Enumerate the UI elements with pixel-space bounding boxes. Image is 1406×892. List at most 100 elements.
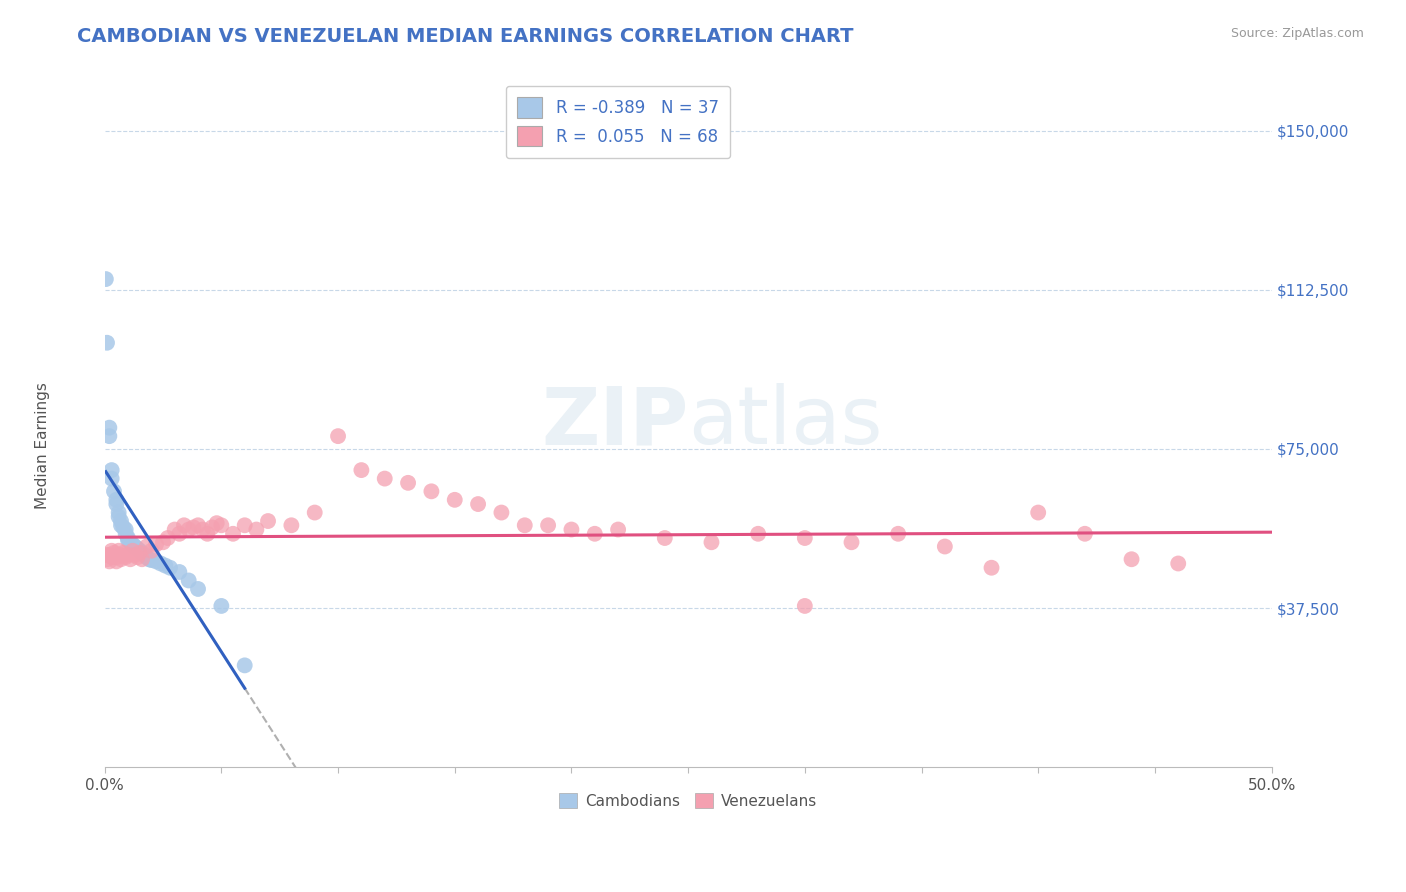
Text: CAMBODIAN VS VENEZUELAN MEDIAN EARNINGS CORRELATION CHART: CAMBODIAN VS VENEZUELAN MEDIAN EARNINGS … bbox=[77, 27, 853, 45]
Point bbox=[841, 535, 863, 549]
Point bbox=[560, 523, 582, 537]
Point bbox=[467, 497, 489, 511]
Point bbox=[141, 543, 163, 558]
Point bbox=[96, 548, 118, 562]
Point bbox=[105, 492, 128, 507]
Point bbox=[245, 523, 267, 537]
Point bbox=[607, 523, 630, 537]
Point bbox=[793, 531, 815, 545]
Point bbox=[134, 548, 156, 562]
Point bbox=[209, 599, 232, 613]
Point bbox=[187, 582, 209, 596]
Point bbox=[127, 541, 149, 556]
Point bbox=[121, 537, 143, 551]
Point bbox=[169, 526, 191, 541]
Point bbox=[491, 506, 513, 520]
Point bbox=[131, 546, 153, 560]
Text: Median Earnings: Median Earnings bbox=[35, 383, 49, 509]
Point bbox=[233, 518, 256, 533]
Point bbox=[131, 552, 153, 566]
Point bbox=[233, 658, 256, 673]
Point bbox=[177, 574, 200, 588]
Point bbox=[135, 550, 157, 565]
Point bbox=[145, 537, 167, 551]
Point bbox=[138, 552, 160, 566]
Point bbox=[209, 518, 232, 533]
Point bbox=[420, 484, 443, 499]
Point bbox=[793, 599, 815, 613]
Point bbox=[191, 523, 214, 537]
Point bbox=[443, 492, 465, 507]
Point bbox=[1167, 557, 1189, 571]
Point bbox=[155, 558, 177, 573]
Text: atlas: atlas bbox=[688, 384, 883, 461]
Point bbox=[117, 531, 139, 545]
Point bbox=[96, 335, 118, 350]
Point bbox=[121, 543, 143, 558]
Point bbox=[135, 540, 157, 554]
Point bbox=[128, 543, 150, 558]
Point bbox=[100, 550, 122, 565]
Point bbox=[350, 463, 373, 477]
Point bbox=[117, 548, 139, 562]
Point bbox=[105, 497, 128, 511]
Point bbox=[110, 548, 132, 562]
Point bbox=[105, 550, 128, 565]
Point bbox=[98, 548, 121, 562]
Point bbox=[128, 546, 150, 560]
Point bbox=[152, 535, 174, 549]
Point bbox=[396, 475, 419, 490]
Point bbox=[163, 523, 186, 537]
Point bbox=[374, 472, 396, 486]
Point bbox=[513, 518, 536, 533]
Point bbox=[127, 550, 149, 565]
Point bbox=[107, 506, 129, 520]
Point bbox=[107, 543, 129, 558]
Point bbox=[537, 518, 560, 533]
Point bbox=[114, 523, 136, 537]
Point bbox=[177, 523, 200, 537]
Point bbox=[304, 506, 326, 520]
Point bbox=[1121, 552, 1143, 566]
Point bbox=[110, 514, 132, 528]
Point bbox=[94, 272, 117, 286]
Point bbox=[934, 540, 956, 554]
Text: ZIP: ZIP bbox=[541, 384, 688, 461]
Point bbox=[156, 531, 179, 545]
Point bbox=[103, 484, 125, 499]
Point bbox=[112, 520, 135, 534]
Point bbox=[183, 520, 205, 534]
Point bbox=[120, 552, 142, 566]
Point bbox=[205, 516, 228, 531]
Point bbox=[169, 565, 191, 579]
Point bbox=[114, 526, 136, 541]
Point bbox=[583, 526, 606, 541]
Point bbox=[887, 526, 910, 541]
Point bbox=[98, 420, 121, 434]
Legend: Cambodians, Venezuelans: Cambodians, Venezuelans bbox=[553, 787, 824, 814]
Point bbox=[1026, 506, 1049, 520]
Point bbox=[98, 554, 121, 568]
Text: Source: ZipAtlas.com: Source: ZipAtlas.com bbox=[1230, 27, 1364, 40]
Point bbox=[195, 526, 218, 541]
Point bbox=[280, 518, 302, 533]
Point bbox=[107, 509, 129, 524]
Point bbox=[110, 552, 132, 566]
Point bbox=[141, 553, 163, 567]
Point bbox=[114, 550, 136, 565]
Point bbox=[326, 429, 349, 443]
Point bbox=[112, 546, 135, 560]
Point bbox=[100, 463, 122, 477]
Point bbox=[145, 554, 167, 568]
Point bbox=[103, 546, 125, 560]
Point bbox=[187, 518, 209, 533]
Point bbox=[201, 520, 224, 534]
Point bbox=[105, 554, 128, 568]
Point bbox=[124, 548, 146, 562]
Point bbox=[257, 514, 280, 528]
Point bbox=[100, 472, 122, 486]
Point bbox=[96, 552, 118, 566]
Point bbox=[747, 526, 769, 541]
Point bbox=[1074, 526, 1097, 541]
Point bbox=[159, 560, 181, 574]
